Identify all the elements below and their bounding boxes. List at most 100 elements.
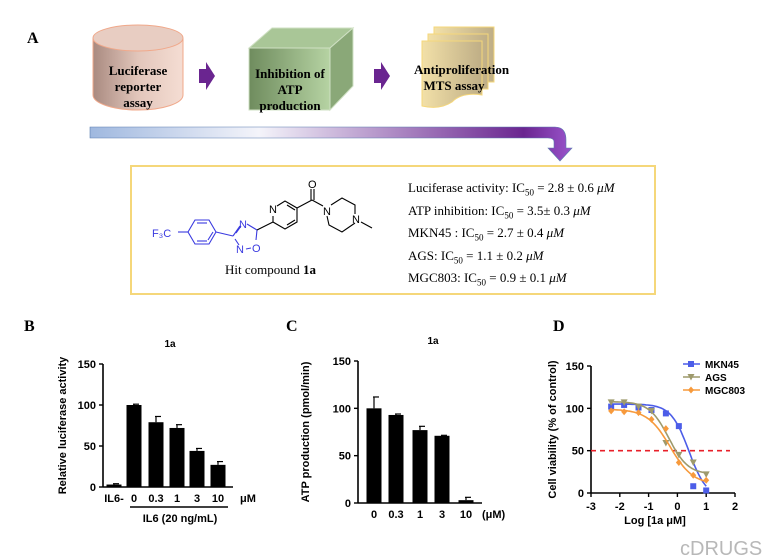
ic50-sub: 50 xyxy=(524,187,534,198)
chart-title: 1a xyxy=(427,336,439,347)
panel-label-c: C xyxy=(286,318,298,335)
step-text: Antiproliferation xyxy=(414,62,510,77)
bar xyxy=(434,435,450,503)
data-point-mkn45 xyxy=(608,403,615,410)
y-tick-label: 50 xyxy=(572,446,584,458)
chart-title: 1a xyxy=(164,339,176,350)
x-tick-label: 0.3 xyxy=(388,509,403,521)
y-tick-label: 150 xyxy=(78,359,96,371)
y-tick-label: 100 xyxy=(78,400,96,412)
ic50-value: = 0.9 ± 0.1 xyxy=(485,270,550,285)
data-point-ags xyxy=(647,407,655,415)
group-label: IL6 (20 ng/mL) xyxy=(143,513,218,525)
x-tick-label: 10 xyxy=(212,493,224,505)
ic50-label: Luciferase activity: IC xyxy=(408,180,525,195)
data-point-mgc803 xyxy=(648,415,655,423)
ic50-unit: μM xyxy=(549,270,567,285)
bar xyxy=(189,450,205,487)
x-tick-label: 0.3 xyxy=(148,493,163,505)
ic50-line: MGC803: IC50 = 0.9 ± 0.1 μM xyxy=(408,270,615,293)
fit-curve-ags xyxy=(611,400,707,474)
x-tick-label: -2 xyxy=(615,501,625,513)
data-point-ags xyxy=(702,471,710,478)
data-point-mgc803 xyxy=(635,409,642,417)
x-tick-label: 1 xyxy=(417,509,423,521)
legend-label: AGS xyxy=(705,373,727,384)
ic50-line: ATP inhibition: IC50 = 3.5± 0.3 μM xyxy=(408,203,615,226)
ic50-sub: 50 xyxy=(476,277,486,288)
data-point-mgc803 xyxy=(662,425,669,433)
x-tick-label: 10 xyxy=(460,509,472,521)
arrow-right-icon xyxy=(199,62,215,90)
y-axis-label: Relative luciferase activity xyxy=(57,356,69,494)
ic50-line: Luciferase activity: IC50 = 2.8 ± 0.6 μM xyxy=(408,180,615,203)
x-tick-label: -1 xyxy=(644,501,654,513)
panel-label-d: D xyxy=(553,318,565,335)
x-tick-label: -3 xyxy=(586,501,596,513)
document-stack-shape xyxy=(421,26,495,108)
data-point-ags xyxy=(689,459,697,467)
compound-id: 1a xyxy=(303,262,316,277)
data-point-mgc803 xyxy=(675,459,682,467)
bar xyxy=(148,422,164,487)
step-text: Luciferase reporter xyxy=(108,63,168,94)
unit-label: (μM) xyxy=(482,509,506,521)
data-point-ags xyxy=(607,399,615,406)
caption-text: Hit compound xyxy=(225,262,300,277)
panel-label-b: B xyxy=(24,318,35,335)
y-tick-label: 0 xyxy=(90,482,96,494)
data-point-mkn45 xyxy=(703,487,710,494)
atom-label: N xyxy=(239,219,247,231)
atom-label: N xyxy=(269,204,277,216)
ic50-unit: μM xyxy=(573,202,591,218)
data-point-ags xyxy=(635,403,643,411)
x-tick-label: 0 xyxy=(371,509,377,521)
bar xyxy=(106,484,122,487)
legend-marker xyxy=(688,386,694,394)
y-tick-label: 50 xyxy=(339,451,351,463)
step-mts: Antiproliferation MTS assay xyxy=(414,62,510,94)
fit-curve-mgc803 xyxy=(611,408,707,483)
ic50-line: AGS: IC50 = 1.1 ± 0.2 μM xyxy=(408,248,615,271)
x-tick-label: 0 xyxy=(674,501,680,513)
x-tick-label: 3 xyxy=(194,493,200,505)
watermark: cDRUGS xyxy=(680,538,762,559)
atom-label: O xyxy=(252,243,261,255)
data-point-mkn45 xyxy=(662,410,669,417)
cube-shape xyxy=(247,26,355,112)
bar xyxy=(210,464,226,487)
legend-label: MGC803 xyxy=(705,386,745,397)
ic50-sub: 50 xyxy=(504,210,514,221)
ic50-line: MKN45 : IC50 = 2.7 ± 0.4 μM xyxy=(408,225,615,248)
x-tick-label: 1 xyxy=(174,493,180,505)
ic50-value: = 2.7 ± 0.4 xyxy=(483,225,547,240)
legend-label: MKN45 xyxy=(705,360,739,371)
cylinder-shape xyxy=(92,24,184,111)
ic50-label: MKN45 : IC xyxy=(408,225,475,240)
y-axis-label: ATP production (pmol/min) xyxy=(300,361,312,502)
atom-label: N xyxy=(236,244,244,256)
ic50-unit: μM xyxy=(597,180,615,195)
bar xyxy=(169,427,185,487)
step-text: production xyxy=(259,98,321,113)
y-tick-label: 0 xyxy=(578,488,584,500)
ic50-label: AGS: IC xyxy=(408,247,454,263)
y-tick-label: 100 xyxy=(333,403,351,415)
ic50-label: ATP inhibition: IC xyxy=(408,202,505,218)
arrow-right-icon xyxy=(374,62,390,90)
data-point-mkn45 xyxy=(690,483,697,490)
chemical-structure: F₃C N N O N O N N xyxy=(152,179,373,256)
atom-label: O xyxy=(308,179,317,191)
ic50-label: MGC803: IC xyxy=(408,270,477,285)
unit-label: μM xyxy=(240,493,256,505)
atom-label: F₃C xyxy=(152,228,171,240)
data-point-mgc803 xyxy=(703,476,710,484)
y-tick-label: 0 xyxy=(345,498,351,510)
data-point-ags xyxy=(675,451,683,459)
atom-label: N xyxy=(352,214,360,226)
ic50-sub: 50 xyxy=(453,255,463,266)
bar xyxy=(126,405,142,487)
y-tick-label: 100 xyxy=(566,403,584,415)
